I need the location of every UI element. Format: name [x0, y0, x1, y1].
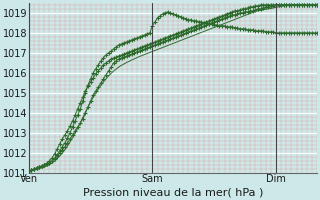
X-axis label: Pression niveau de la mer( hPa ): Pression niveau de la mer( hPa )	[83, 187, 263, 197]
